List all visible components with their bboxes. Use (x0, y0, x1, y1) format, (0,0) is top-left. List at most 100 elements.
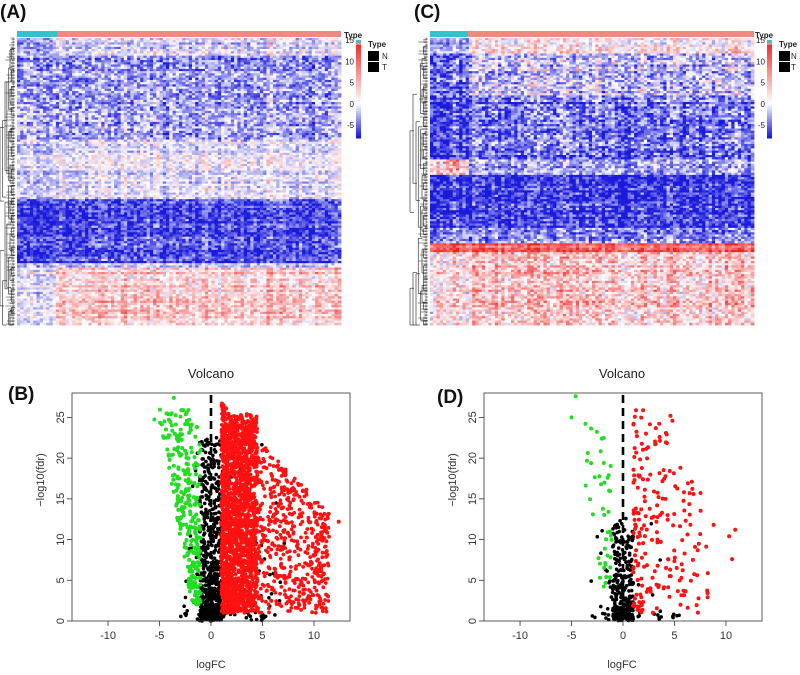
heatmap-cell (39, 90, 44, 94)
heatmap-cell (211, 66, 216, 70)
heatmap-cell (143, 73, 147, 76)
heatmap-cell (140, 40, 144, 43)
heatmap-cell (159, 90, 164, 94)
heatmap-cell (59, 93, 63, 96)
heatmap-cell (146, 90, 151, 94)
heatmap-cell (188, 79, 193, 83)
heatmap-cell (295, 40, 300, 43)
heatmap-cell (65, 82, 70, 85)
heatmap-cell (272, 40, 277, 43)
heatmap-cell (133, 40, 138, 43)
heatmap-cell (146, 57, 151, 61)
heatmap-cell (52, 88, 57, 92)
heatmap-cell (175, 55, 180, 59)
heatmap-cell (110, 53, 115, 57)
heatmap-cell (114, 97, 118, 101)
heatmap-cell (328, 77, 332, 81)
heatmap-cell (256, 97, 261, 101)
heatmap-cell (195, 88, 199, 92)
heatmap-cell (68, 49, 73, 52)
heatmap-cell (227, 55, 232, 59)
heatmap-cell (182, 44, 186, 48)
heatmap-cell (169, 73, 173, 76)
heatmap-cell (240, 88, 245, 92)
heatmap-cell (289, 60, 293, 63)
heatmap-cell (289, 55, 293, 59)
heatmap-cell (98, 71, 102, 74)
heatmap-cell (98, 40, 102, 43)
heatmap-cell (39, 57, 44, 61)
heatmap-cell (217, 77, 222, 81)
heatmap-cell (175, 46, 180, 50)
heatmap-cell (133, 44, 138, 48)
heatmap-cell (65, 97, 70, 101)
heatmap-cell (204, 62, 209, 65)
heatmap-cell (191, 77, 196, 81)
heatmap-cell (179, 77, 183, 81)
heatmap-cell (123, 62, 128, 65)
heatmap-cell (133, 84, 138, 87)
heatmap-cell (334, 97, 339, 101)
heatmap-cell (29, 99, 34, 103)
heatmap-cell (250, 75, 254, 79)
heatmap-cell (159, 77, 164, 81)
heatmap-cell (55, 57, 60, 61)
heatmap-cell (269, 77, 274, 81)
heatmap-cell (324, 86, 329, 90)
heatmap-cell (276, 57, 280, 61)
heatmap-cell (298, 51, 303, 54)
heatmap-cell (263, 79, 267, 83)
heatmap-cell (221, 73, 225, 76)
heatmap-cell (247, 75, 251, 79)
heatmap-cell (191, 68, 196, 72)
heatmap-cell (211, 40, 216, 43)
heatmap-cell (295, 46, 300, 50)
heatmap-cell (75, 38, 79, 41)
heatmap-cell (143, 66, 147, 70)
heatmap-cell (272, 38, 277, 41)
heatmap-cell (295, 90, 300, 94)
heatmap-cell (292, 42, 297, 46)
heatmap-cell (88, 40, 92, 43)
heatmap-cell (315, 62, 319, 65)
heatmap-cell (308, 60, 313, 63)
heatmap-cell (182, 64, 186, 68)
heatmap-cell (214, 84, 219, 87)
heatmap-cell (42, 57, 47, 61)
heatmap-cell (191, 84, 196, 87)
heatmap-cell (65, 53, 70, 57)
heatmap-cell (98, 66, 102, 70)
heatmap-cell (217, 40, 222, 43)
heatmap-cell (33, 93, 37, 96)
heatmap-cell (85, 55, 89, 59)
heatmap-cell (305, 38, 309, 41)
heatmap-cell (42, 97, 47, 101)
heatmap-cell (62, 55, 66, 59)
heatmap-cell (337, 64, 342, 68)
heatmap-cell (130, 38, 135, 41)
heatmap-cell (315, 55, 319, 59)
heatmap-cell (29, 71, 34, 74)
heatmap-cell (153, 99, 157, 103)
heatmap-cell (68, 84, 73, 87)
heatmap-cell (191, 95, 196, 99)
heatmap-cell (59, 40, 63, 43)
heatmap-cell (26, 77, 31, 81)
heatmap-cell (114, 82, 118, 85)
heatmap-cell (107, 57, 112, 61)
heatmap-cell (68, 82, 73, 85)
heatmap-cell (146, 99, 151, 103)
heatmap-cell (130, 55, 135, 59)
heatmap-cell (292, 86, 297, 90)
heatmap-cell (198, 51, 203, 54)
heatmap-cell (315, 68, 319, 72)
heatmap-cell (324, 75, 329, 79)
heatmap-cell (110, 77, 115, 81)
heatmap-cell (130, 42, 135, 46)
heatmap-cell (208, 57, 212, 61)
heatmap-cell (224, 73, 228, 76)
heatmap-cell (52, 51, 57, 54)
heatmap-cell (72, 86, 76, 90)
heatmap-cell (198, 99, 203, 103)
heatmap-cell (247, 88, 251, 92)
